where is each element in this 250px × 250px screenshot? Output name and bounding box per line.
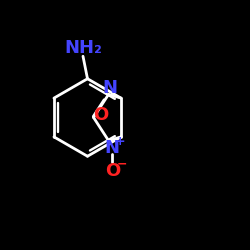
Text: O: O [105,162,120,180]
Text: −: − [116,158,127,170]
Text: N: N [104,138,119,156]
Text: NH₂: NH₂ [64,39,102,57]
Text: N: N [103,79,118,97]
Text: +: + [115,136,126,148]
Text: O: O [93,106,108,124]
